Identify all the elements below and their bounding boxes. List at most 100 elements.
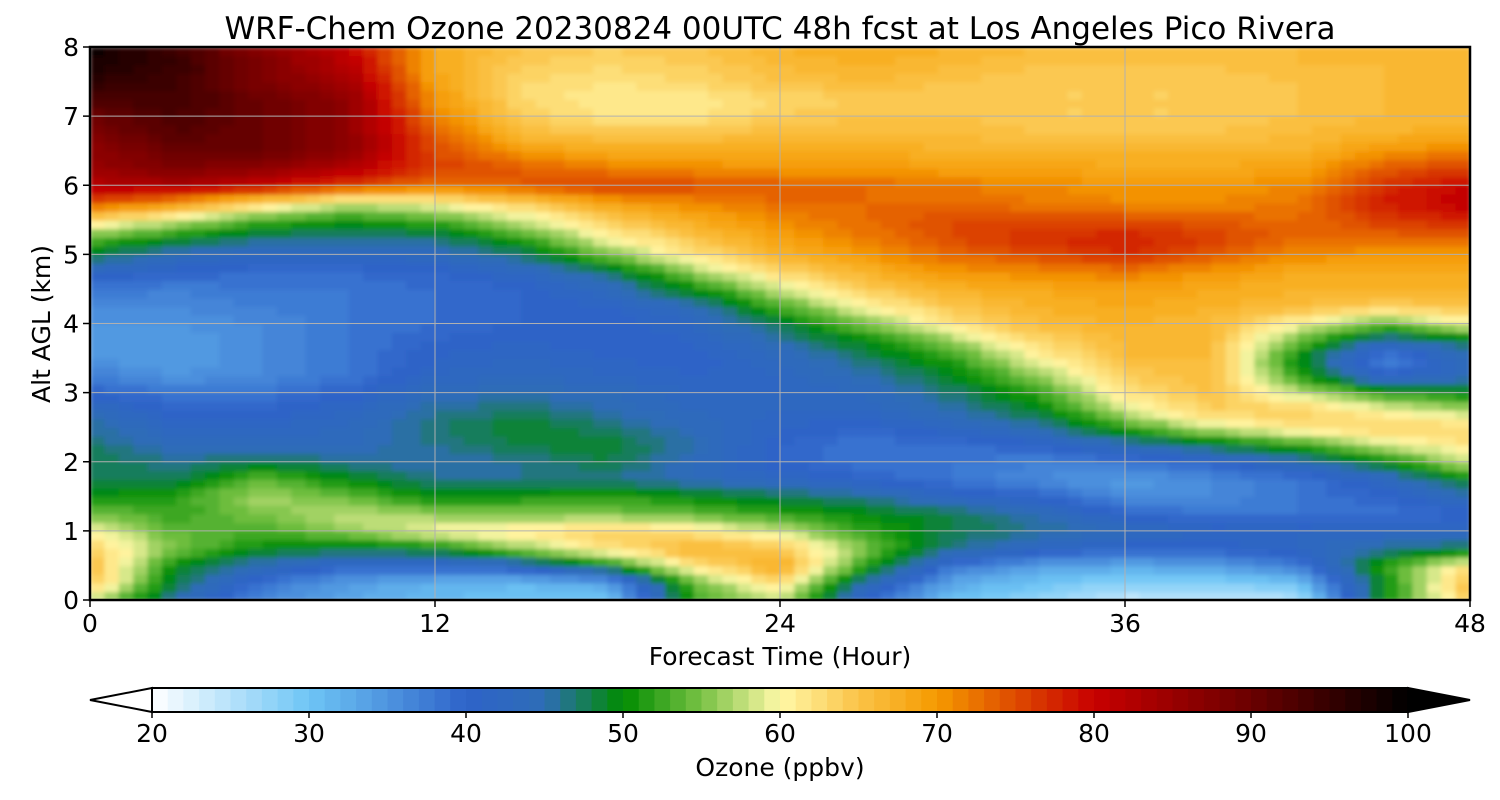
heatmap-cell [219,427,235,437]
heatmap-cell [406,306,422,316]
heatmap-cell [550,453,566,463]
heatmap-cell [521,556,537,567]
heatmap-cell [1268,219,1284,230]
heatmap-cell [435,185,451,195]
heatmap-cell [751,383,767,394]
heatmap-cell [1283,263,1299,273]
heatmap-cell [808,496,824,506]
heatmap-cell [90,271,106,282]
heatmap-cell [751,435,767,446]
heatmap-cell [1240,392,1256,403]
heatmap-cell [1125,574,1141,584]
heatmap-cell [262,530,278,541]
heatmap-cell [765,530,781,541]
heatmap-cell [1139,487,1155,498]
heatmap-cell [233,237,249,247]
heatmap-cell [248,150,264,161]
heatmap-cell [880,332,896,342]
heatmap-cell [1441,176,1457,187]
heatmap-cell [305,375,321,385]
heatmap-cell [320,297,336,308]
heatmap-cell [348,211,364,221]
heatmap-cell [679,202,695,212]
heatmap-cell [1441,479,1457,489]
heatmap-cell [923,349,939,359]
heatmap-cell [262,185,278,195]
heatmap-cell [1182,418,1198,428]
heatmap-cell [406,574,422,584]
heatmap-cell [1010,254,1026,264]
heatmap-cell [1196,375,1213,385]
heatmap-cell [90,306,106,316]
heatmap-cell [1196,288,1213,299]
heatmap-cell [205,228,221,238]
heatmap-cell [636,591,652,600]
heatmap-cell [478,150,494,161]
heatmap-cell [535,530,551,541]
heatmap-cell [176,522,192,532]
heatmap-cell [1211,435,1227,446]
heatmap-cell [363,530,379,541]
heatmap-cell [1139,211,1155,221]
heatmap-cell [1369,444,1385,454]
heatmap-cell [722,401,738,411]
heatmap-cell [1283,496,1299,506]
heatmap-cell [391,383,408,394]
heatmap-cell [1441,496,1457,506]
heatmap-cell [880,314,896,325]
heatmap-cell [995,167,1011,178]
heatmap-cell [1240,565,1256,575]
heatmap-cell [1412,375,1428,385]
heatmap-cell [1455,193,1470,204]
heatmap-cell [995,271,1011,282]
heatmap-cell [104,263,120,273]
heatmap-cell [1053,539,1069,549]
heatmap-cell [1010,591,1026,600]
heatmap-cell [1326,358,1342,368]
heatmap-cell [1081,470,1098,480]
heatmap-cell [348,375,364,385]
heatmap-cell [1168,470,1184,480]
heatmap-cell [1355,444,1371,454]
heatmap-cell [550,288,566,299]
heatmap-cell [1225,582,1241,593]
heatmap-cell [276,375,293,385]
heatmap-cell [305,435,321,446]
heatmap-cell [1340,392,1356,403]
heatmap-cell [118,513,134,524]
heatmap-cell [1326,444,1342,454]
heatmap-cell [909,332,925,342]
heatmap-cell [1326,271,1342,282]
heatmap-cell [233,263,249,273]
heatmap-cell [133,574,149,584]
heatmap-cell [320,453,336,463]
heatmap-cell [104,513,120,524]
heatmap-cell [1067,340,1083,351]
heatmap-cell [837,574,853,584]
heatmap-cell [1311,582,1328,593]
heatmap-cell [966,487,983,498]
heatmap-cell [995,332,1011,342]
heatmap-cell [1153,228,1169,238]
heatmap-cell [1010,323,1026,333]
heatmap-cell [348,496,364,506]
heatmap-cell [1196,548,1213,558]
heatmap-cell [1297,202,1313,212]
heatmap-cell [1182,219,1198,230]
heatmap-cell [1010,427,1026,437]
heatmap-cell [492,263,508,273]
heatmap-cell [636,461,652,472]
heatmap-cell [1455,574,1470,584]
heatmap-cell [823,228,839,238]
heatmap-cell [708,349,724,359]
heatmap-cell [190,314,206,325]
heatmap-cell [693,513,709,524]
heatmap-cell [866,470,882,480]
heatmap-cell [1240,375,1256,385]
heatmap-cell [1139,297,1155,308]
heatmap-cell [492,280,508,290]
heatmap-cell [909,427,925,437]
heatmap-cell [1182,427,1198,437]
heatmap-cell [133,366,149,377]
heatmap-cell [535,418,551,428]
